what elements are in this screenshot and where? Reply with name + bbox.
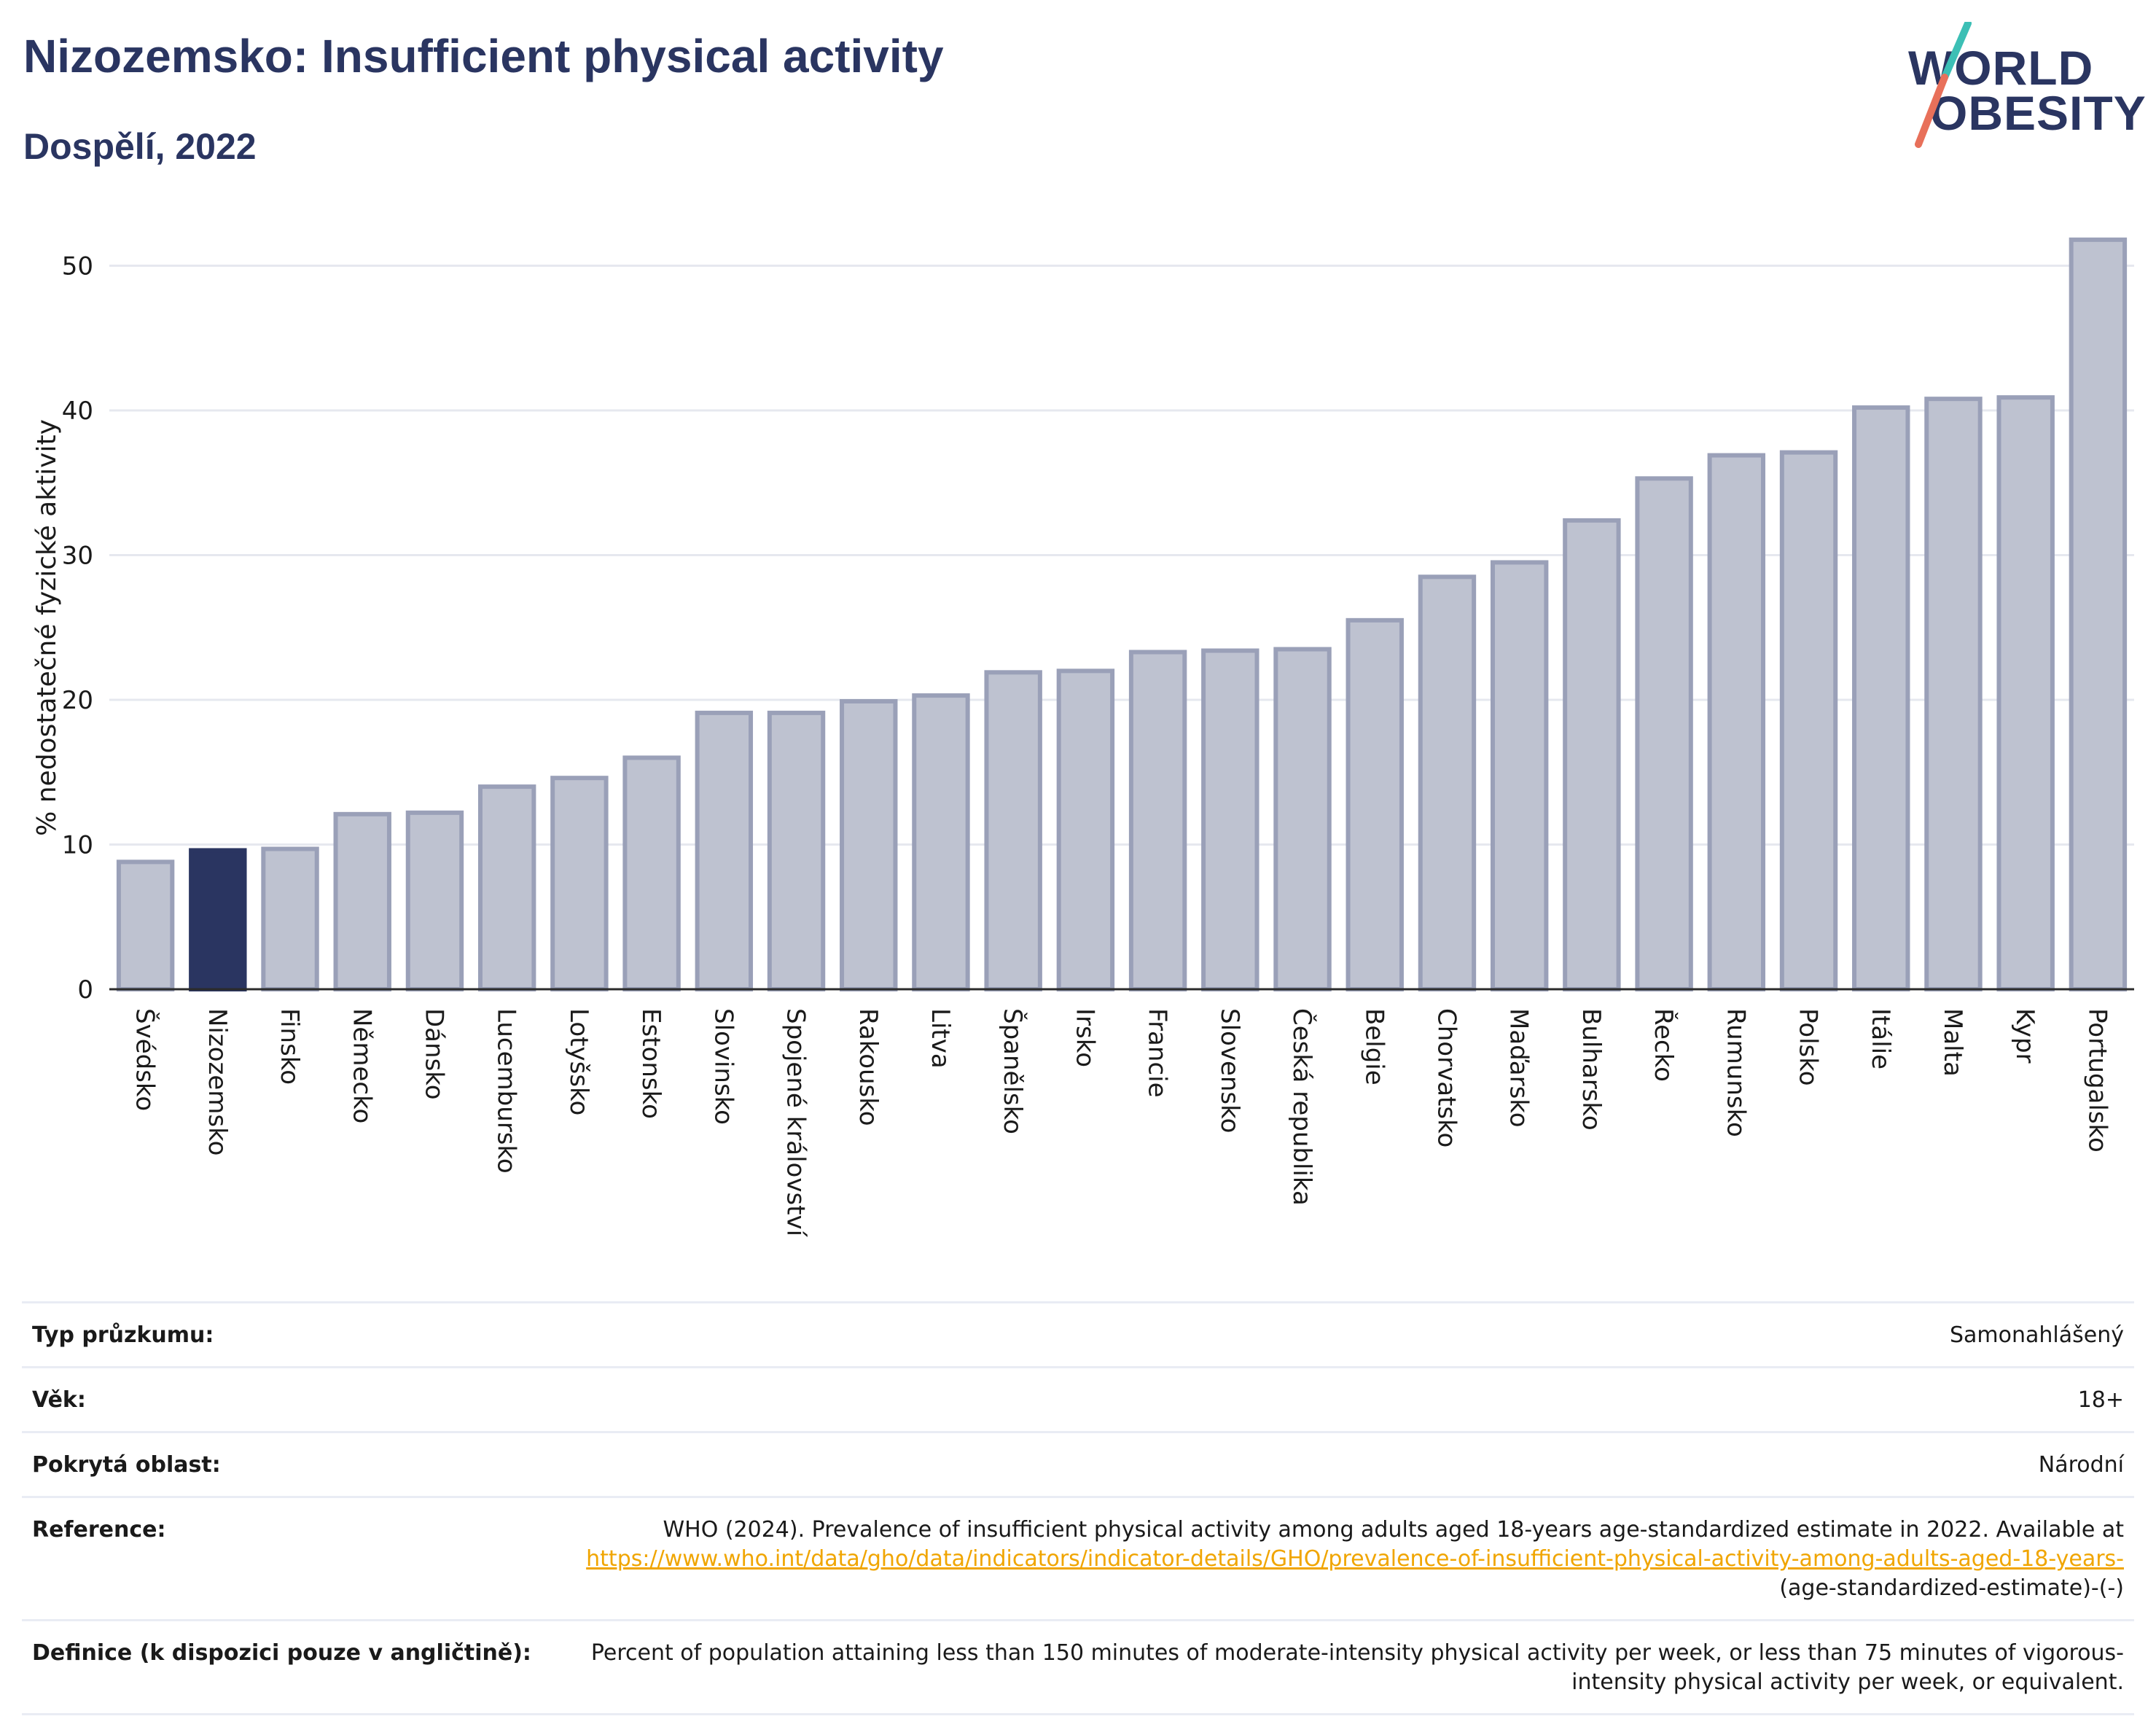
bar-10 — [840, 699, 898, 991]
bar-4 — [405, 810, 464, 992]
x-tick-label: Německo — [347, 1008, 376, 1123]
x-tick-label: Irsko — [1070, 1008, 1099, 1067]
bar-23 — [1779, 450, 1838, 991]
bar-19 — [1490, 560, 1549, 991]
x-tick-label: Belgie — [1359, 1008, 1388, 1085]
bar-5 — [477, 784, 536, 991]
world-obesity-logo: WORLD OBESITY — [1895, 22, 2146, 153]
x-tick-label: Nizozemsko — [203, 1008, 232, 1155]
x-tick-label: Švédsko — [130, 1008, 160, 1111]
bar-0 — [116, 859, 175, 991]
reference-text: WHO (2024). Prevalence of insufficient p… — [663, 1517, 2124, 1543]
definition-value: Percent of population attaining less tha… — [590, 1640, 2124, 1695]
y-tick-label: 50 — [62, 252, 93, 281]
bar-26 — [1996, 395, 2055, 991]
x-tick-label: Polsko — [1794, 1008, 1823, 1086]
x-tick-label: Rumunsko — [1721, 1008, 1750, 1137]
bar-25 — [1924, 397, 1983, 991]
metadata-table: Typ průzkumu: Samonahlášený Věk: 18+ Pok… — [22, 1301, 2134, 1715]
bar-27 — [2069, 237, 2128, 992]
x-tick-label: Česká republika — [1287, 1008, 1317, 1206]
x-tick-label: Maďarsko — [1504, 1008, 1534, 1128]
meta-row-area: Pokrytá oblast: Národní — [22, 1431, 2134, 1496]
x-tick-label: Estonsko — [636, 1008, 665, 1119]
x-tick-label: Kypr — [2010, 1008, 2039, 1064]
survey-type-value: Samonahlášený — [1950, 1322, 2124, 1348]
y-tick-label: 10 — [62, 831, 93, 860]
meta-row-survey-type: Typ průzkumu: Samonahlášený — [22, 1301, 2134, 1366]
bar-chart: 0 10 20 30 40 50 % nedostatečné fyzické aktivi… — [32, 237, 2134, 1238]
bar-16 — [1273, 647, 1332, 991]
x-tick-label: Slovensko — [1215, 1008, 1244, 1133]
x-tick-label: Spojené království — [781, 1008, 811, 1238]
bar-3 — [333, 811, 391, 991]
area-value: Národní — [2038, 1452, 2124, 1478]
x-tick-label: Finsko — [275, 1008, 304, 1085]
x-tick-label: Lotyšsko — [564, 1008, 593, 1115]
x-tick-label: Dánsko — [419, 1008, 448, 1100]
reference-link[interactable]: https://www.who.int/data/gho/data/indica… — [586, 1546, 2124, 1572]
bar-6 — [550, 776, 609, 991]
meta-row-definition: Definice (k dispozici pouze v angličtině… — [22, 1619, 2134, 1715]
bar-17 — [1345, 617, 1404, 991]
bar-9 — [767, 710, 826, 991]
bar-15 — [1201, 648, 1259, 992]
bar-7 — [622, 755, 681, 991]
x-tick-label: Slovinsko — [708, 1008, 738, 1125]
bar-12 — [984, 670, 1042, 991]
meta-row-reference: Reference: WHO (2024). Prevalence of ins… — [22, 1496, 2134, 1619]
x-tick-label: Litva — [926, 1008, 955, 1069]
reference-value: WHO (2024). Prevalence of insufficient p… — [535, 1516, 2124, 1603]
area-label: Pokrytá oblast: — [32, 1452, 221, 1478]
age-value: 18+ — [2077, 1387, 2124, 1413]
y-tick-label: 30 — [62, 542, 93, 571]
age-label: Věk: — [32, 1387, 86, 1413]
y-tick-label: 20 — [62, 686, 93, 715]
x-tick-label: Lucembursko — [492, 1008, 521, 1174]
y-axis-label: % nedostatečné fyzické aktivity — [32, 419, 62, 836]
x-tick-label: Španělsko — [998, 1008, 1028, 1134]
bar-18 — [1418, 574, 1477, 991]
reference-label: Reference: — [32, 1517, 166, 1543]
bar-2 — [261, 846, 319, 991]
x-tick-label: Řecko — [1649, 1008, 1679, 1082]
bar-1 — [189, 848, 247, 992]
x-tick-label: Portugalsko — [2082, 1008, 2112, 1153]
bar-22 — [1707, 453, 1766, 991]
y-tick-label: 40 — [62, 397, 93, 426]
x-tick-label: Chorvatsko — [1432, 1008, 1461, 1147]
x-tick-label: Rakousko — [854, 1008, 883, 1126]
bar-13 — [1056, 668, 1115, 991]
logo-slash-icon — [1915, 22, 1972, 148]
bar-8 — [695, 710, 754, 991]
x-tick-label: Malta — [1938, 1008, 1967, 1077]
page-title: Nizozemsko: Insufficient physical activi… — [23, 30, 944, 82]
meta-row-age: Věk: 18+ — [22, 1366, 2134, 1431]
page-subtitle: Dospělí, 2022 — [23, 126, 257, 167]
bar-24 — [1852, 405, 1910, 991]
reference-suffix: (age-standardized-estimate)-(-) — [1779, 1575, 2124, 1601]
definition-label: Definice (k dispozici pouze v angličtině… — [32, 1640, 531, 1666]
x-tick-label: Francie — [1143, 1008, 1172, 1098]
survey-type-label: Typ průzkumu: — [32, 1322, 214, 1348]
bar-14 — [1128, 650, 1187, 991]
bar-11 — [912, 693, 970, 991]
bar-21 — [1635, 476, 1693, 991]
logo-line-obesity: OBESITY — [1930, 86, 2147, 140]
x-tick-label: Itálie — [1866, 1008, 1895, 1069]
bar-20 — [1563, 518, 1621, 991]
y-tick-label: 0 — [77, 975, 93, 1005]
x-tick-label: Bulharsko — [1577, 1008, 1606, 1131]
